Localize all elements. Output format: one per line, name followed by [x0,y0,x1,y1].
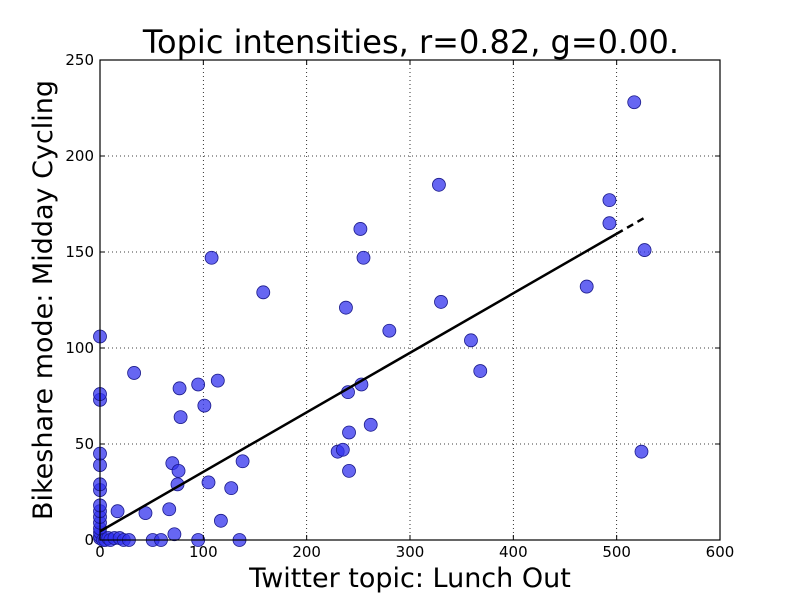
data-point [627,95,642,110]
y-axis-label: Bikeshare mode: Midday Cycling [28,80,59,520]
data-point [579,279,594,294]
data-point [201,475,216,490]
data-point [363,417,378,432]
y-tick-label: 100 [65,339,94,357]
data-point [162,502,177,517]
data-point [204,250,219,265]
data-point [602,216,617,231]
data-point [634,444,649,459]
data-point [339,300,353,315]
chart-title: Topic intensities, r=0.82, g=0.00. [142,23,679,61]
fit-line-dashed [616,214,649,235]
x-tick-label: 300 [396,543,425,561]
y-tick-label: 50 [75,435,94,453]
data-point [213,513,228,528]
data-point [138,506,153,521]
data-point [353,222,368,236]
fit-line-solid [99,232,618,533]
y-tick-label: 0 [84,531,94,549]
data-point [637,243,652,257]
x-tick-label: 500 [602,543,631,561]
data-point [110,504,125,519]
data-point [172,381,187,396]
data-point [210,373,225,388]
data-point [473,364,488,378]
x-tick-label: 100 [189,543,218,561]
data-point [602,193,617,208]
data-point [167,527,182,542]
axis-ticks: 0 100 200 300 400 500 600 0 50 100 150 200 250 [65,51,734,561]
data-point [191,377,206,392]
fit-line [99,214,649,533]
y-tick-label: 150 [65,243,94,261]
y-tick-label: 200 [65,147,94,165]
x-tick-label: 600 [706,543,735,561]
data-point [464,333,478,348]
grid-lines [100,60,720,540]
data-point [335,442,350,457]
x-tick-label: 400 [499,543,528,561]
y-tick-label: 250 [65,51,94,69]
data-point [235,454,250,469]
data-point [256,285,271,300]
x-axis-label: Twitter topic: Lunch Out [248,563,571,594]
x-tick-label: 200 [292,543,321,561]
data-point [342,425,356,440]
data-point [171,463,186,478]
data-point [434,295,448,309]
data-point [342,463,356,478]
data-point [173,410,188,425]
data-point [127,366,142,380]
data-point [197,398,212,413]
data-point [432,177,446,192]
data-point [356,250,371,265]
data-point [382,323,397,338]
x-tick-label: 0 [95,543,105,561]
data-point [224,481,239,496]
